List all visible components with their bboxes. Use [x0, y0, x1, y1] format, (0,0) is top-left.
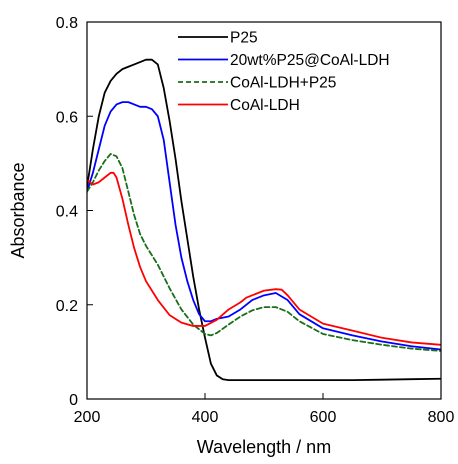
series-line-p25 — [87, 58, 441, 382]
x-tick-label: 600 — [310, 409, 337, 426]
y-axis-title: Absorbance — [8, 162, 28, 258]
y-tick-label: 0 — [69, 392, 78, 409]
series-line-20wt-p25-coal-ldh — [87, 101, 441, 351]
axis-ticks — [86, 21, 442, 400]
series-line-coal-ldh — [87, 171, 441, 346]
y-tick-label: 0.2 — [56, 298, 78, 315]
legend-label-p25: P25 — [230, 30, 258, 47]
legend-label-coal-ldh: CoAl-LDH — [230, 97, 300, 114]
axis-tick-labels: 200 400 600 800 0 0.2 0.4 0.6 0.8 — [56, 15, 455, 426]
y-tick-label: 0.8 — [56, 15, 78, 32]
legend-label-coal-ldh-p25: CoAl-LDH+P25 — [230, 75, 336, 92]
series-line-coal-ldh-p25 — [87, 153, 441, 352]
y-tick-label: 0.4 — [56, 204, 78, 221]
x-tick-label: 800 — [428, 409, 455, 426]
legend-label-20wt-p25-coal-ldh: 20wt%P25@CoAl-LDH — [230, 52, 390, 69]
plot-lines — [87, 58, 441, 382]
x-tick-label: 200 — [74, 409, 101, 426]
y-tick-label: 0.6 — [56, 109, 78, 126]
x-axis-title: Wavelength / nm — [197, 437, 331, 457]
x-tick-label: 400 — [192, 409, 219, 426]
legend: P25 20wt%P25@CoAl-LDH CoAl-LDH+P25 CoAl-LDH — [178, 30, 390, 114]
